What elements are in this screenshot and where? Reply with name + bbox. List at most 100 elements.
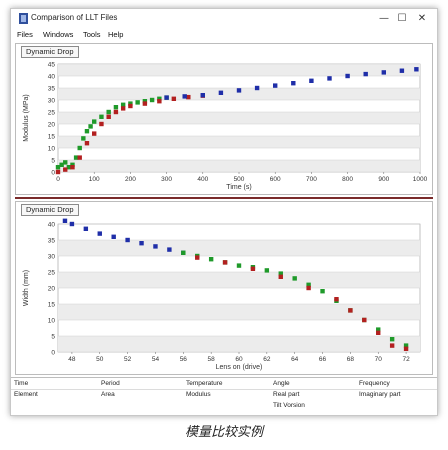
bottom-chart-y-tick-label: 25: [48, 270, 56, 277]
top-chart-x-tick-label: 1000: [413, 176, 428, 183]
maximize-button[interactable]: ☐: [397, 13, 407, 24]
top-chart-x-tick-label: 600: [270, 176, 281, 183]
top-chart-x-tick-label: 400: [197, 176, 208, 183]
top-chart-series-1-point: [63, 167, 68, 172]
top-chart-grid-band: [58, 64, 420, 76]
top-chart-series-2-point: [345, 73, 350, 79]
top-chart-x-axis-label: Time (s): [226, 184, 251, 191]
bottom-chart-series-2-point: [362, 317, 367, 323]
menu-files[interactable]: Files: [17, 30, 33, 39]
chart-divider: [15, 197, 433, 199]
menu-bar: Files Windows Tools Help: [11, 29, 437, 41]
top-chart-y-tick-label: 15: [48, 134, 56, 141]
top-chart-y-tick-label: 0: [51, 170, 55, 177]
top-chart-series-2-point: [399, 68, 405, 73]
table-cell[interactable]: Temperature: [186, 380, 223, 387]
bottom-chart-x-tick-label: 66: [319, 356, 327, 363]
bottom-chart-series-2-point: [306, 285, 311, 291]
menu-help[interactable]: Help: [108, 30, 124, 39]
top-chart-grid-band: [58, 112, 420, 124]
top-chart-series-1-point: [171, 96, 177, 101]
top-chart-y-axis-label: Modulus (MPa): [23, 94, 30, 141]
top-chart-series-1-point: [142, 101, 148, 106]
bottom-chart-y-tick-label: 10: [48, 318, 56, 325]
table-cell[interactable]: Imaginary part: [359, 391, 401, 398]
top-chart-series-2-point: [182, 94, 187, 99]
bottom-chart-series-0-point: [83, 226, 89, 231]
table-cell[interactable]: Time: [14, 380, 29, 387]
bottom-chart-x-tick-label: 64: [291, 356, 299, 363]
bottom-chart-y-tick-label: 20: [48, 286, 56, 293]
bottom-chart-y-tick-label: 30: [48, 254, 56, 261]
table-cell[interactable]: Angle: [273, 380, 290, 387]
bottom-chart-series-2-point: [195, 255, 200, 260]
bottom-chart-x-tick-label: 58: [208, 356, 216, 363]
top-chart-series-0-point: [142, 99, 148, 104]
bottom-chart-x-tick-label: 62: [263, 356, 271, 363]
bottom-chart-series-2-point: [334, 297, 339, 302]
top-chart-series-1-point: [157, 99, 162, 104]
bottom-chart-series-1-point: [264, 268, 270, 273]
bottom-chart: 0 5 10 15 20 25 30 35 40 48 50 52 54 56 58 60 62 64 66 68 70…: [23, 218, 421, 371]
bottom-chart-series-0-point: [139, 241, 144, 246]
bottom-chart-y-tick-label: 15: [48, 302, 56, 309]
bottom-chart-panel-label[interactable]: Dynamic Drop: [21, 204, 79, 216]
table-cell[interactable]: Period: [101, 380, 120, 387]
top-chart-x-tick-label: 0: [56, 176, 60, 183]
top-chart-series-2-point: [414, 67, 419, 72]
top-chart-y-tick-label: 25: [48, 110, 56, 117]
top-chart-panel-label[interactable]: Dynamic Drop: [21, 46, 79, 58]
bottom-chart-series-1-point: [389, 337, 395, 342]
table-row: Time Period Temperature Angle Frequency: [11, 379, 437, 390]
top-chart-series-1-point: [99, 121, 104, 127]
top-chart-y-tick-label: 5: [51, 158, 55, 165]
top-chart-y-tick-label: 40: [48, 74, 56, 81]
close-button[interactable]: ✕: [417, 13, 427, 24]
top-chart-series-1-point: [186, 94, 191, 100]
property-table: Time Period Temperature Angle Frequency …: [11, 377, 437, 415]
bottom-chart-y-tick-label: 35: [48, 238, 56, 245]
table-row: Element Area Modulus Real part Imaginary…: [11, 390, 437, 400]
menu-windows[interactable]: Windows: [43, 30, 74, 39]
top-chart-series-0-point: [106, 109, 111, 115]
bottom-chart-series-0-point: [153, 244, 158, 249]
top-chart-series-2-point: [218, 90, 224, 95]
bottom-chart-series-0-point: [62, 218, 68, 223]
bottom-chart-x-tick-label: 54: [152, 356, 160, 363]
top-chart-series-0-point: [84, 129, 90, 134]
top-chart-y-tick-label: 35: [48, 86, 56, 93]
table-cell[interactable]: Modulus: [186, 391, 211, 398]
top-chart-series-0-point: [63, 160, 68, 165]
bottom-chart-series-1-point: [278, 271, 283, 276]
bottom-chart-panel: Dynamic Drop 0 5 10 15 20 25 30 35 40 48 50 52 54 56 5…: [15, 201, 433, 375]
top-chart-x-tick-label: 500: [234, 176, 245, 183]
bottom-chart-series-1-point: [181, 250, 186, 255]
top-chart-series-0-point: [77, 145, 82, 151]
table-cell[interactable]: Element: [14, 391, 38, 398]
app-icon: [19, 13, 28, 24]
top-chart-y-tick-label: 10: [48, 146, 56, 153]
table-cell[interactable]: Area: [101, 391, 115, 398]
bottom-chart-x-tick-label: 70: [375, 356, 383, 363]
bottom-chart-x-tick-label: 56: [180, 356, 188, 363]
table-cell[interactable]: Real part: [273, 391, 300, 398]
bottom-chart-series-0-point: [69, 221, 75, 227]
menu-tools[interactable]: Tools: [83, 30, 101, 39]
bottom-chart-series-2-point: [389, 343, 395, 348]
top-chart: 0 5 10 15 20 25 30 35 40 45 0 100 200 300 400 500 600 700…: [23, 62, 428, 192]
bottom-chart-y-axis-label: Width (mm): [23, 270, 30, 306]
minimize-button[interactable]: —: [379, 13, 389, 24]
bottom-chart-series-1-point: [376, 327, 381, 332]
bottom-chart-series-1-point: [306, 282, 311, 287]
bottom-chart-y-tick-label: 5: [51, 334, 55, 341]
top-chart-series-2-point: [273, 83, 278, 88]
bottom-chart-series-0-point: [111, 234, 116, 239]
table-cell[interactable]: Frequency: [359, 380, 390, 387]
top-chart-y-tick-label: 20: [48, 122, 56, 129]
top-chart-x-tick-label: 100: [89, 176, 100, 183]
bottom-chart-series-2-point: [222, 260, 228, 265]
table-cell[interactable]: Tilt Vorsion: [273, 402, 305, 409]
top-chart-series-0-point: [113, 105, 119, 110]
top-chart-series-2-point: [164, 95, 169, 100]
top-chart-series-0-point: [81, 136, 86, 141]
